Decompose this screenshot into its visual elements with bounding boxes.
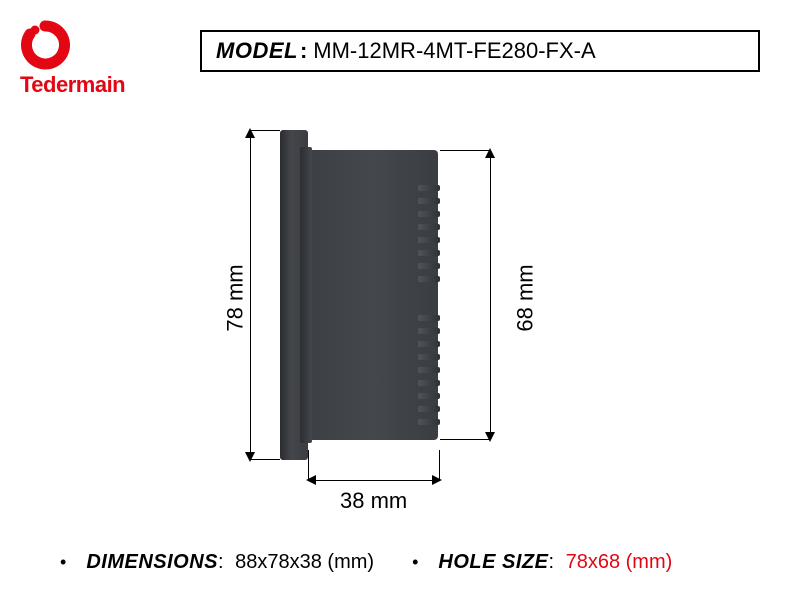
dim-height-78-label: 78 mm (223, 264, 249, 331)
hole-size-value: 78x68 (mm) (566, 551, 673, 573)
dimension-diagram: 78 mm 68 mm 38 mm (220, 100, 580, 510)
brand-name: Tedermain (20, 72, 125, 98)
dim-height-68-label: 68 mm (513, 264, 539, 331)
dim-depth-38-label: 38 mm (340, 488, 407, 514)
device-fins (418, 185, 440, 425)
device-body (308, 150, 438, 440)
brand-logo-mark (20, 20, 70, 70)
model-value: MM-12MR-4MT-FE280-FX-A (313, 38, 595, 64)
bullet-icon: • (412, 552, 418, 573)
device-side-view (280, 140, 450, 450)
bullet-icon: • (60, 552, 66, 573)
spec-footer: • DIMENSIONS: 88x78x38 (mm) • HOLE SIZE:… (60, 551, 760, 574)
model-label: MODEL (216, 38, 298, 64)
hole-size-label: HOLE SIZE (438, 551, 548, 573)
brand-logo: Tedermain (20, 20, 125, 98)
model-colon: : (300, 38, 307, 64)
dimensions-value: 88x78x38 (mm) (235, 551, 374, 573)
model-box: MODEL : MM-12MR-4MT-FE280-FX-A (200, 30, 760, 72)
dimensions-label: DIMENSIONS (86, 551, 218, 573)
